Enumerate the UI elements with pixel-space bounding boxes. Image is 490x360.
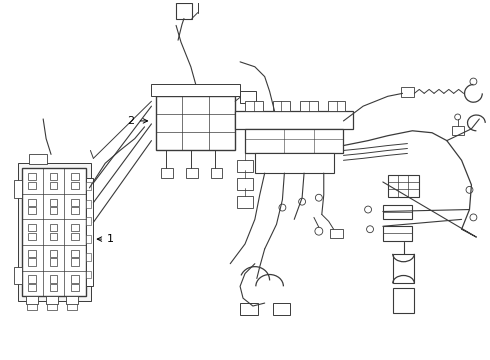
Bar bbox=[71, 284, 78, 291]
Bar bbox=[86, 235, 92, 243]
Bar bbox=[240, 303, 258, 315]
Bar bbox=[237, 160, 253, 172]
Bar bbox=[86, 200, 92, 208]
Bar bbox=[156, 96, 235, 150]
Bar bbox=[28, 275, 36, 283]
Bar bbox=[235, 111, 353, 129]
Bar bbox=[86, 271, 92, 278]
Bar bbox=[237, 178, 253, 190]
Bar bbox=[28, 258, 36, 266]
Bar bbox=[28, 182, 36, 189]
Bar bbox=[452, 126, 464, 135]
Bar bbox=[300, 101, 318, 111]
Bar bbox=[50, 275, 57, 283]
Bar bbox=[71, 224, 78, 231]
Bar bbox=[71, 182, 78, 189]
Bar bbox=[161, 168, 173, 178]
Bar bbox=[28, 250, 36, 257]
Bar bbox=[392, 254, 415, 283]
Bar bbox=[28, 284, 36, 291]
Bar bbox=[28, 233, 36, 240]
Bar bbox=[86, 217, 92, 225]
Bar bbox=[27, 304, 37, 310]
Bar bbox=[237, 196, 253, 208]
Bar bbox=[50, 173, 57, 180]
Bar bbox=[272, 101, 290, 111]
Text: 2: 2 bbox=[127, 116, 147, 126]
Bar bbox=[50, 199, 57, 206]
Bar bbox=[240, 91, 256, 103]
Bar bbox=[29, 154, 47, 164]
Bar bbox=[71, 207, 78, 215]
Bar bbox=[86, 182, 92, 190]
Bar bbox=[71, 173, 78, 180]
Bar bbox=[28, 199, 36, 206]
Bar bbox=[14, 267, 22, 284]
Bar bbox=[245, 129, 343, 153]
Bar bbox=[330, 229, 343, 238]
Bar bbox=[50, 207, 57, 215]
Bar bbox=[18, 163, 92, 301]
Bar bbox=[66, 296, 77, 304]
Bar bbox=[50, 233, 57, 240]
Bar bbox=[85, 178, 94, 286]
Bar bbox=[50, 284, 57, 291]
Bar bbox=[50, 250, 57, 257]
Bar bbox=[272, 303, 290, 315]
Bar bbox=[50, 258, 57, 266]
Bar bbox=[67, 304, 76, 310]
Bar bbox=[383, 226, 413, 241]
Bar bbox=[176, 3, 192, 18]
Bar bbox=[151, 85, 240, 96]
Bar bbox=[71, 258, 78, 266]
Bar bbox=[50, 224, 57, 231]
Bar bbox=[392, 288, 415, 313]
Bar bbox=[28, 207, 36, 215]
Bar bbox=[28, 224, 36, 231]
Bar bbox=[328, 101, 345, 111]
Bar bbox=[71, 250, 78, 257]
Bar bbox=[26, 296, 38, 304]
Bar bbox=[71, 199, 78, 206]
Bar bbox=[71, 233, 78, 240]
Bar bbox=[255, 153, 334, 173]
Bar bbox=[71, 275, 78, 283]
Bar bbox=[211, 168, 222, 178]
Bar bbox=[28, 173, 36, 180]
Bar bbox=[388, 175, 419, 197]
Bar bbox=[22, 168, 85, 296]
Bar bbox=[47, 304, 57, 310]
Bar bbox=[245, 101, 263, 111]
Bar bbox=[46, 296, 58, 304]
Bar bbox=[14, 180, 22, 198]
Bar bbox=[186, 168, 198, 178]
Bar bbox=[400, 87, 415, 97]
Bar bbox=[50, 182, 57, 189]
Text: 1: 1 bbox=[97, 234, 114, 244]
Bar bbox=[86, 253, 92, 261]
Bar bbox=[383, 204, 413, 219]
